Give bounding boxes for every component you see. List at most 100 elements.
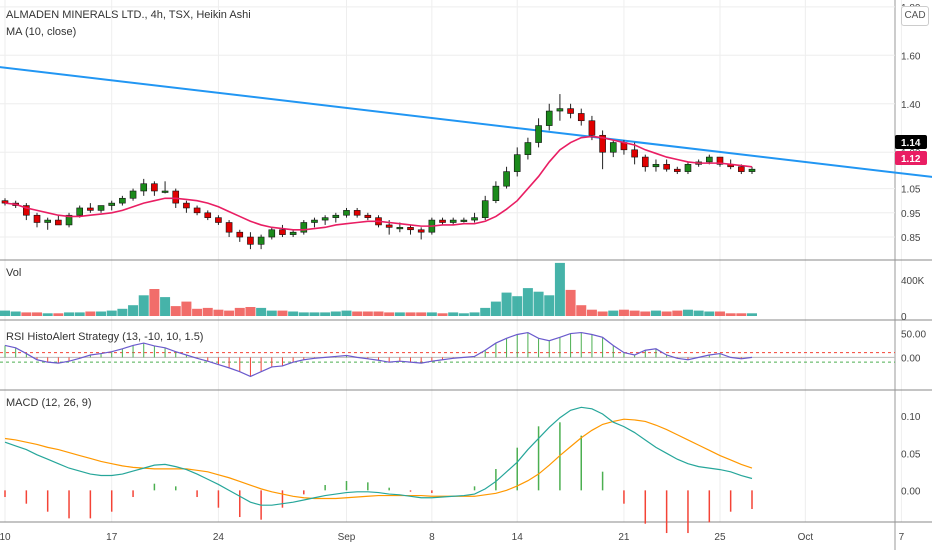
rsi-tick-label: 50.00 xyxy=(901,330,926,341)
candle-body xyxy=(140,183,148,192)
volume-bar xyxy=(501,292,512,316)
currency-badge[interactable]: CAD xyxy=(901,6,929,26)
volume-bar xyxy=(362,311,373,316)
volume-bar xyxy=(138,295,149,316)
volume-bar xyxy=(256,307,267,316)
candle-body xyxy=(663,164,670,170)
volume-bar xyxy=(74,312,85,316)
volume-bar xyxy=(448,312,459,316)
volume-bar xyxy=(298,312,309,316)
macd-tick-label: 0.05 xyxy=(901,449,921,460)
candle-body xyxy=(738,166,745,172)
volume-bar xyxy=(42,313,53,316)
candle-body xyxy=(215,217,222,223)
candle-body xyxy=(289,231,297,235)
ma-polyline xyxy=(4,135,753,231)
signal-line xyxy=(4,418,753,500)
price-tick-label: 1.05 xyxy=(901,185,921,196)
volume-bar xyxy=(0,310,10,316)
x-tick-label: Oct xyxy=(798,532,814,543)
trendline-segment xyxy=(0,66,932,178)
volume-bar xyxy=(85,311,96,316)
volume-bar xyxy=(682,309,693,316)
candle-body xyxy=(332,214,340,218)
volume-bar xyxy=(704,311,715,316)
volume-bar xyxy=(213,309,224,316)
x-tick-label: Sep xyxy=(338,532,356,543)
trendline[interactable] xyxy=(0,0,932,193)
candle-body xyxy=(385,224,393,228)
macd-title: MACD (12, 26, 9) xyxy=(6,397,92,409)
candle-body xyxy=(353,210,361,216)
last-price-label: 1.14 xyxy=(895,135,927,149)
candle-body xyxy=(609,142,617,153)
volume-bar xyxy=(554,262,565,316)
volume-bar xyxy=(544,295,555,316)
macd-line xyxy=(4,406,753,506)
candle-body xyxy=(535,125,542,143)
volume-bar xyxy=(458,313,469,316)
candle-body xyxy=(513,154,521,172)
candle-body xyxy=(407,227,414,231)
volume-bar xyxy=(277,310,288,316)
volume-bar xyxy=(650,310,661,316)
candle-body xyxy=(684,164,692,172)
candle-body xyxy=(172,190,180,204)
x-tick-label: 8 xyxy=(429,532,435,543)
candle-body xyxy=(247,236,254,245)
candle-body xyxy=(311,219,318,223)
volume-bar xyxy=(160,297,171,316)
price-tick-label: 1.40 xyxy=(901,100,921,111)
volume-bar xyxy=(309,312,320,316)
candle-body xyxy=(460,219,468,222)
candle-body xyxy=(481,200,489,218)
volume-bar xyxy=(522,288,533,316)
volume-bar xyxy=(661,311,672,316)
volume-bar xyxy=(149,289,160,316)
svg-text:1.14: 1.14 xyxy=(901,138,921,149)
candle-body xyxy=(87,207,94,211)
rsi-pane xyxy=(0,331,895,378)
candle-body xyxy=(545,110,553,126)
volume-bar xyxy=(341,310,352,316)
candle-body xyxy=(204,212,212,218)
svg-text:1.12: 1.12 xyxy=(901,154,921,165)
candle-body xyxy=(44,219,51,223)
candle-body xyxy=(161,190,169,193)
rsi-tick-label: 0.00 xyxy=(901,353,921,364)
volume-bar xyxy=(224,310,235,316)
volume-bar xyxy=(469,312,480,316)
volume-bar xyxy=(725,313,736,316)
ma-line xyxy=(4,135,753,231)
volume-bar xyxy=(373,311,384,316)
candle-body xyxy=(641,156,649,168)
volume-bar xyxy=(21,312,32,316)
volume-title: Vol xyxy=(6,267,21,279)
volume-bar xyxy=(597,311,608,316)
candle-body xyxy=(225,222,233,233)
volume-bar xyxy=(64,312,75,316)
candle-body xyxy=(417,229,425,233)
candle-body xyxy=(396,227,404,230)
candle-body xyxy=(343,210,350,216)
candle-body xyxy=(33,214,41,223)
x-tick-label: 25 xyxy=(714,532,726,543)
volume-bar xyxy=(288,311,299,316)
candle-body xyxy=(321,217,329,221)
volume-bar xyxy=(96,311,107,316)
volume-bar xyxy=(437,313,448,316)
volume-bar xyxy=(245,307,256,316)
volume-bar xyxy=(192,308,203,316)
candle-body xyxy=(97,205,105,211)
volume-bar xyxy=(416,312,427,316)
candle-body xyxy=(449,219,457,223)
candle-body xyxy=(65,214,73,226)
candle-body xyxy=(588,120,596,136)
candle-body xyxy=(183,202,190,209)
volume-bar xyxy=(320,312,331,316)
volume-bar xyxy=(405,312,416,316)
macd-tick-label: 0.00 xyxy=(901,486,921,497)
x-tick-label: 7 xyxy=(899,532,905,543)
